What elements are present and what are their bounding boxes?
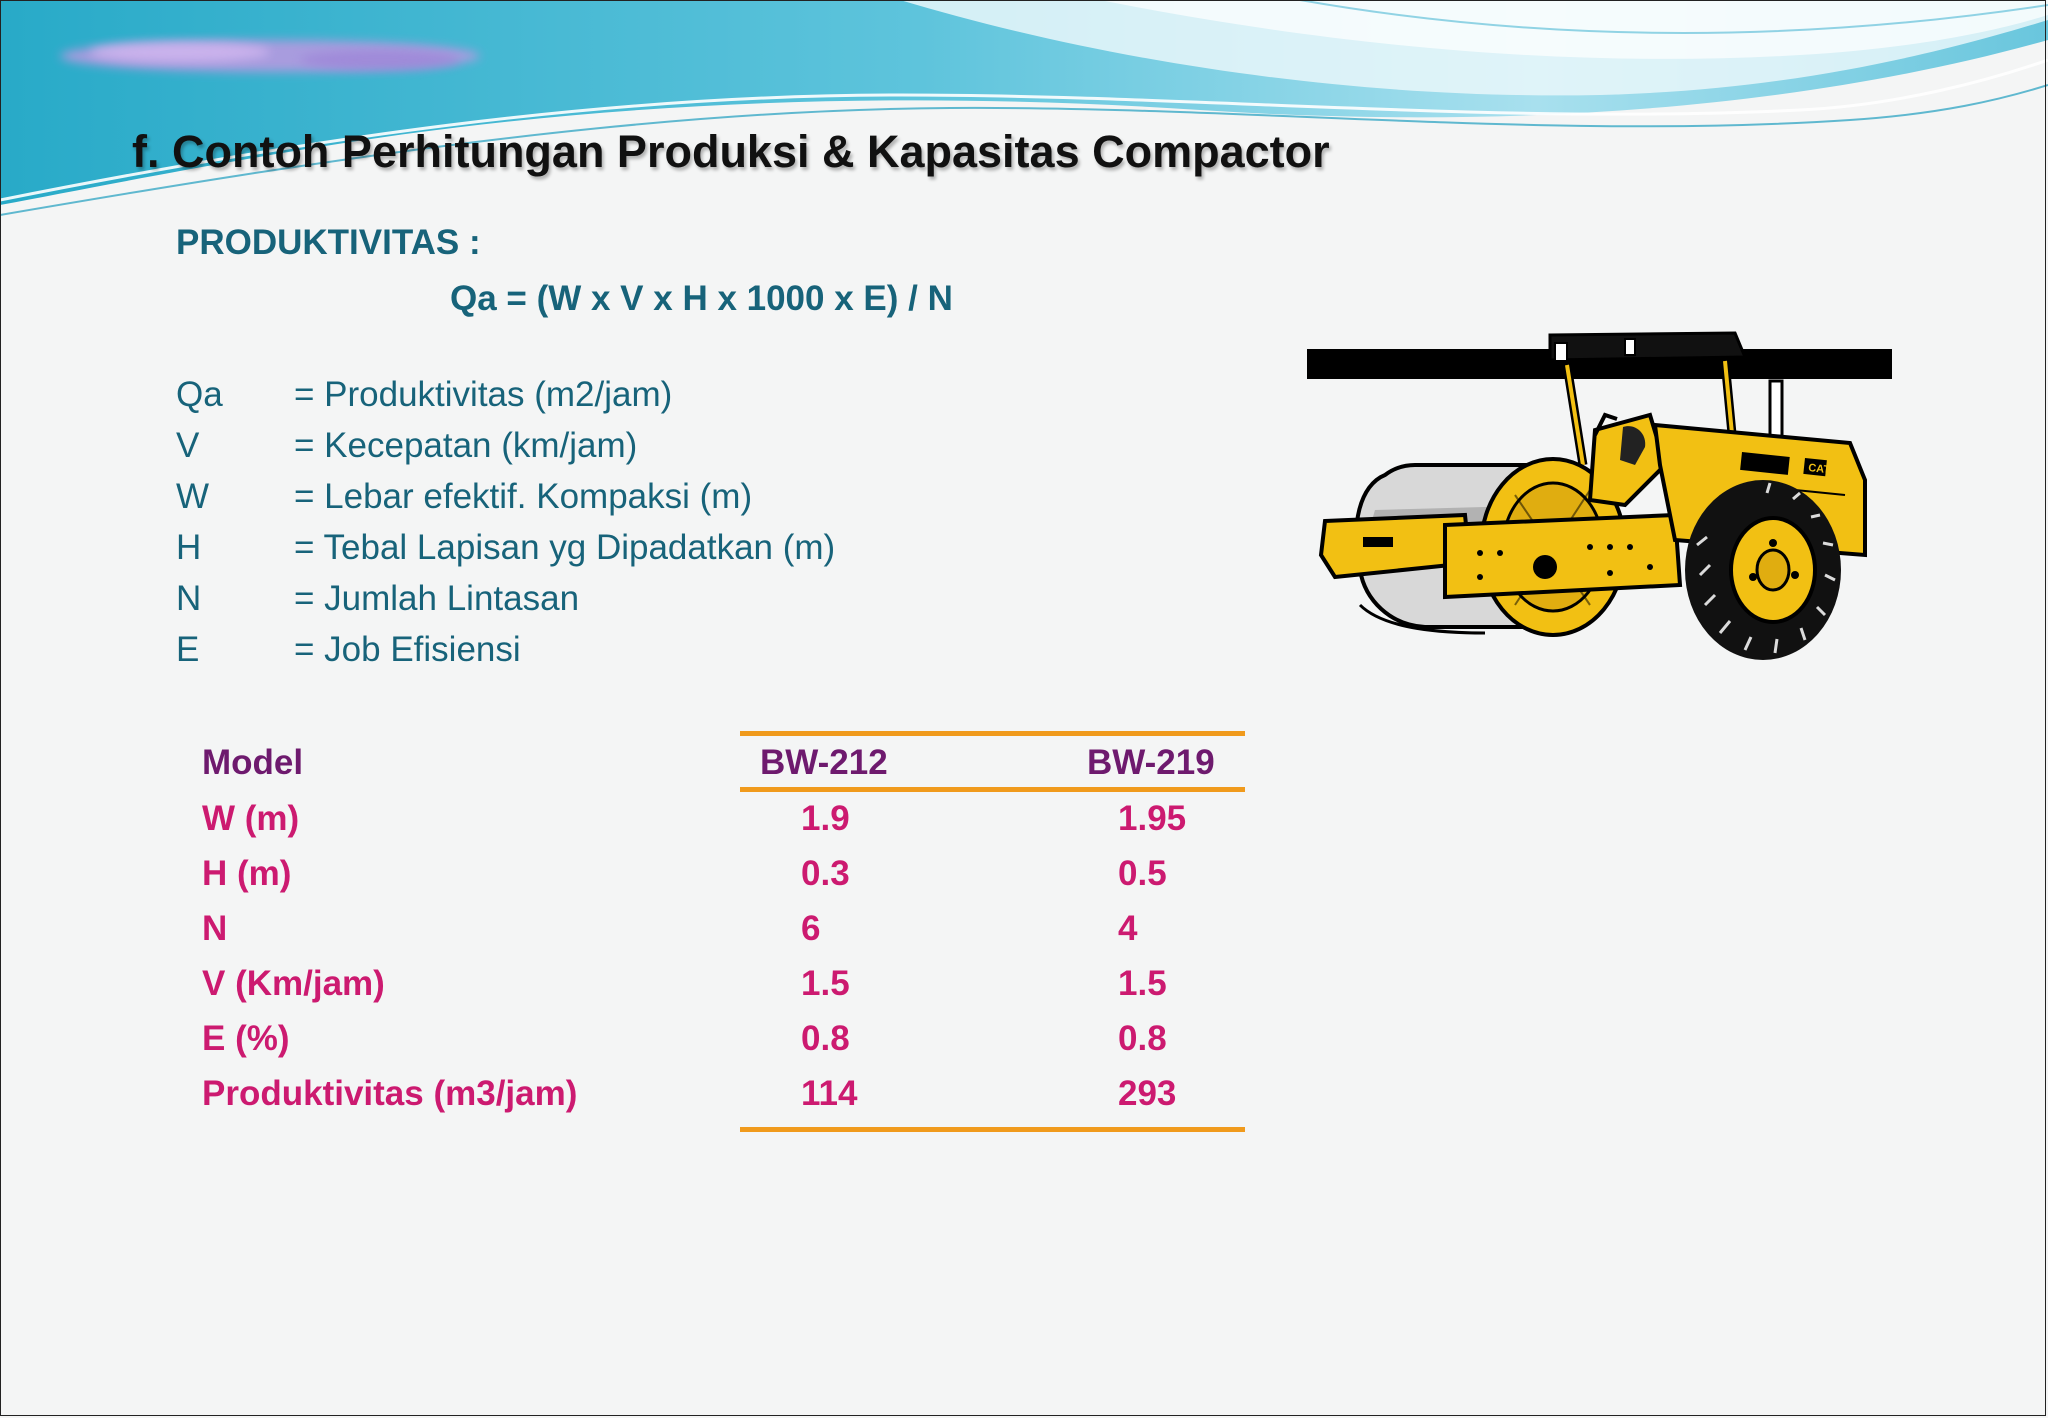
definition-text: = Produktivitas (m2/jam) [294, 375, 673, 414]
definition-symbol: Qa [176, 375, 223, 414]
row-label: H (m) [202, 854, 292, 893]
variable-definitions: Qa = Produktivitas (m2/jam) V = Kecepatan … [176, 375, 835, 681]
table-header-bw212: BW-212 [760, 743, 888, 782]
cell-bw212: 0.8 [801, 1019, 850, 1058]
row-label: E (%) [202, 1019, 290, 1058]
header-wave-decoration [0, 0, 2048, 216]
slide-title: f. Contoh Perhitungan Produksi & Kapasit… [132, 126, 1330, 177]
definition-text: = Kecepatan (km/jam) [294, 426, 638, 465]
table-header-bw219: BW-219 [1087, 743, 1215, 782]
cell-bw219: 0.8 [1118, 1019, 1167, 1058]
definition-text: = Lebar efektif. Kompaksi (m) [294, 477, 753, 516]
cell-bw219: 1.5 [1118, 964, 1167, 1003]
cell-bw212: 1.5 [801, 964, 850, 1003]
table-top-rule [740, 731, 1245, 736]
road-roller-compactor-icon: CAT [1307, 331, 1892, 660]
definition-symbol: V [176, 426, 200, 465]
formula: Qa = (W x V x H x 1000 x E) / N [450, 279, 953, 318]
definition-row: W = Lebar efektif. Kompaksi (m) [176, 477, 835, 528]
definition-text: = Jumlah Lintasan [294, 579, 580, 618]
section-heading: PRODUKTIVITAS : [176, 223, 481, 262]
cell-bw219: 293 [1118, 1074, 1177, 1113]
definition-symbol: W [176, 477, 210, 516]
row-label: W (m) [202, 799, 300, 838]
definition-text: = Tebal Lapisan yg Dipadatkan (m) [294, 528, 836, 567]
definition-symbol: E [176, 630, 200, 669]
definition-row: N = Jumlah Lintasan [176, 579, 835, 630]
table-header-model: Model [202, 743, 304, 782]
row-label: N [202, 909, 228, 948]
definition-text: = Job Efisiensi [294, 630, 521, 669]
definition-symbol: H [176, 528, 202, 567]
cat-decal: CAT [1808, 462, 1831, 476]
cell-bw212: 1.9 [801, 799, 850, 838]
definition-row: E = Job Efisiensi [176, 630, 835, 681]
definition-row: V = Kecepatan (km/jam) [176, 426, 835, 477]
cell-bw219: 1.95 [1118, 799, 1187, 838]
definition-symbol: N [176, 579, 202, 618]
cell-bw212: 6 [801, 909, 821, 948]
definition-row: H = Tebal Lapisan yg Dipadatkan (m) [176, 528, 835, 579]
cell-bw212: 114 [801, 1074, 858, 1113]
table-header-rule [740, 787, 1245, 792]
cell-bw219: 0.5 [1118, 854, 1167, 893]
cell-bw212: 0.3 [801, 854, 850, 893]
cell-bw219: 4 [1118, 909, 1138, 948]
definition-row: Qa = Produktivitas (m2/jam) [176, 375, 835, 426]
row-label: Produktivitas (m3/jam) [202, 1074, 578, 1113]
row-label: V (Km/jam) [202, 964, 385, 1003]
table-bottom-rule [740, 1127, 1245, 1132]
